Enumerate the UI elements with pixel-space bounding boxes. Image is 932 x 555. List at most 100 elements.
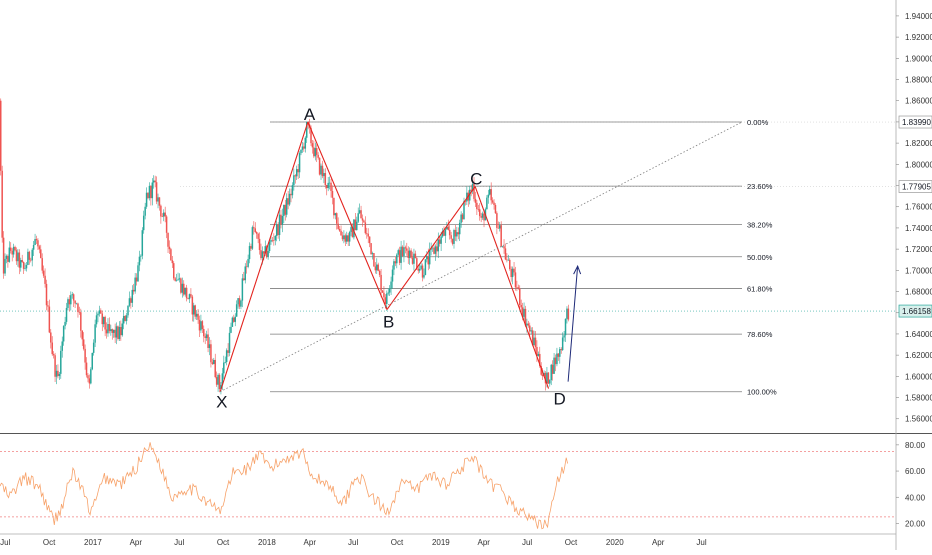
candle-body bbox=[258, 238, 261, 251]
candle-body bbox=[305, 122, 308, 138]
candle-body bbox=[271, 240, 274, 241]
candle-body bbox=[318, 157, 321, 175]
candle-body bbox=[82, 339, 85, 349]
fib-level-label: 23.60% bbox=[747, 182, 773, 191]
candle-body bbox=[220, 384, 222, 390]
candle-body bbox=[297, 169, 299, 173]
fib-level-label: 61.80% bbox=[747, 285, 773, 294]
candle-body bbox=[436, 246, 438, 252]
candle-body bbox=[171, 260, 174, 264]
price-tick-label: 1.92000 bbox=[905, 33, 932, 42]
candle-body bbox=[300, 149, 302, 154]
candle-body bbox=[566, 308, 568, 319]
candle-body bbox=[398, 250, 401, 263]
candle-body bbox=[416, 258, 418, 269]
candle-body bbox=[25, 264, 28, 269]
candle-body bbox=[281, 216, 284, 225]
candle-body bbox=[210, 344, 212, 363]
price-tag-box bbox=[898, 304, 932, 318]
candle-body bbox=[132, 289, 135, 292]
time-tick-label: Jul bbox=[522, 538, 532, 547]
candle-body bbox=[204, 336, 206, 338]
candle-body bbox=[454, 230, 457, 237]
candle-body bbox=[517, 287, 520, 289]
time-tick-label: Apr bbox=[304, 538, 317, 547]
candle-body bbox=[390, 281, 392, 289]
price-tick-label: 1.72000 bbox=[905, 245, 932, 254]
candle-body bbox=[408, 250, 411, 258]
candle-body bbox=[47, 305, 49, 307]
candle-body bbox=[111, 329, 114, 333]
candle-body bbox=[2, 237, 5, 274]
fib-level-label: 38.20% bbox=[747, 221, 773, 230]
candle-body bbox=[549, 380, 551, 384]
candle-body bbox=[304, 137, 307, 149]
candle-body bbox=[250, 246, 252, 249]
candle-body bbox=[84, 348, 86, 363]
candle-body bbox=[45, 283, 48, 306]
candle-body bbox=[140, 255, 142, 257]
candle-body bbox=[468, 189, 471, 201]
candle-body bbox=[553, 357, 555, 374]
candle-body bbox=[191, 296, 194, 315]
candle-body bbox=[374, 266, 377, 271]
candle-body bbox=[336, 213, 338, 224]
candle-body bbox=[396, 254, 398, 264]
candle-body bbox=[438, 239, 441, 244]
pattern-point-B: B bbox=[383, 313, 394, 332]
candle-body bbox=[5, 255, 8, 259]
candle-body bbox=[71, 294, 73, 296]
candle-body bbox=[477, 209, 480, 210]
price-tick-label: 1.70000 bbox=[905, 266, 932, 275]
candle-body bbox=[14, 246, 16, 251]
candle-body bbox=[112, 329, 115, 333]
candle-body bbox=[134, 277, 136, 292]
candle-body bbox=[120, 327, 122, 336]
candle-body bbox=[424, 259, 427, 275]
candle-body bbox=[310, 127, 312, 144]
candle-body bbox=[303, 146, 305, 149]
candle-body bbox=[330, 182, 332, 191]
candle-body bbox=[174, 278, 176, 281]
time-tick-label: 2018 bbox=[258, 538, 276, 547]
candle-body bbox=[40, 249, 42, 259]
candle-body bbox=[380, 274, 382, 291]
candle-body bbox=[540, 366, 542, 375]
candle-body bbox=[311, 143, 314, 148]
candle-body bbox=[31, 249, 33, 261]
candle-body bbox=[324, 173, 327, 186]
candle-body bbox=[291, 185, 294, 196]
candle-body bbox=[22, 262, 25, 269]
candle-body bbox=[480, 216, 482, 218]
price-tick-label: 1.74000 bbox=[905, 224, 932, 233]
candle-body bbox=[211, 362, 214, 364]
candle-body bbox=[147, 192, 149, 199]
time-tick-label: Jul bbox=[174, 538, 184, 547]
candle-body bbox=[360, 210, 362, 219]
candle-body bbox=[108, 323, 111, 332]
candle-body bbox=[447, 226, 450, 230]
candle-body bbox=[503, 246, 505, 249]
projection-arrow-head bbox=[573, 264, 582, 275]
candle-body bbox=[483, 213, 485, 221]
candle-body bbox=[343, 235, 345, 240]
candle-body bbox=[453, 230, 455, 244]
candle-body bbox=[338, 228, 341, 231]
candle-body bbox=[248, 246, 251, 260]
candle-body bbox=[194, 305, 196, 317]
candle-body bbox=[550, 364, 552, 381]
candle-body bbox=[397, 250, 399, 255]
price-tick-label: 1.90000 bbox=[905, 54, 932, 63]
candle-body bbox=[434, 246, 437, 254]
candle-body bbox=[367, 233, 369, 237]
candle-body bbox=[533, 337, 535, 346]
candle-body bbox=[198, 319, 201, 331]
candle-body bbox=[105, 329, 108, 334]
candle-body bbox=[440, 236, 442, 244]
candle-body bbox=[162, 212, 165, 217]
candle-body bbox=[323, 173, 325, 177]
fib-level-label: 100.00% bbox=[747, 388, 777, 397]
fib-level-label: 78.60% bbox=[747, 330, 773, 339]
